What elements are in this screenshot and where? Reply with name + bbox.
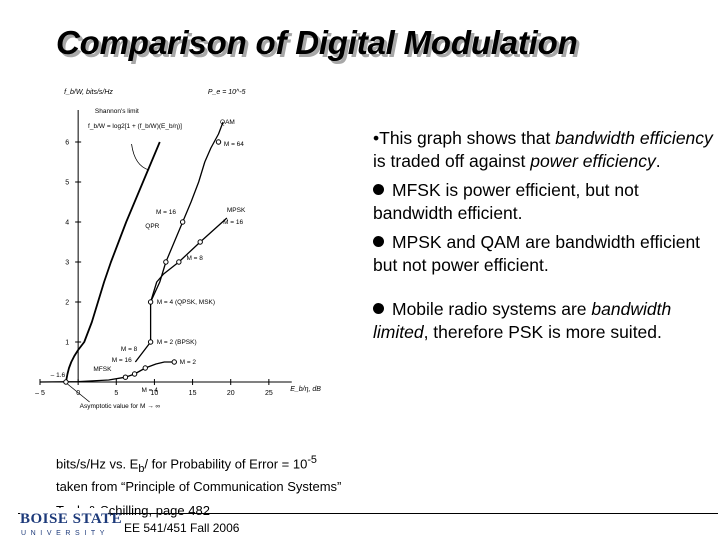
x-tick-label: 25 xyxy=(265,390,273,397)
qam-curve xyxy=(150,121,224,303)
footer-divider xyxy=(18,513,718,514)
chart-curves xyxy=(39,121,228,385)
bullet-1: •This graph shows that bandwidth efficie… xyxy=(373,128,713,171)
y-tick-label: 1 xyxy=(65,340,69,347)
mpsk-point xyxy=(147,299,154,305)
mfsk-point xyxy=(171,359,177,365)
mfsk-m16-label: M = 16 xyxy=(112,357,132,364)
y-tick-label: 2 xyxy=(65,300,69,307)
mpsk-point xyxy=(176,259,182,265)
mpsk-m4-label: M = 4 (QPSK, MSK) xyxy=(157,299,215,306)
qam-m16-label: M = 16 xyxy=(156,209,176,216)
x-tick-label: 20 xyxy=(227,390,235,397)
x-axis-label: E_b/η, dB xyxy=(290,386,321,393)
bullet-dot-icon xyxy=(373,236,384,247)
x-tick-label: – 5 xyxy=(35,390,45,397)
mfsk-label: MFSK xyxy=(93,366,112,373)
bullet-2: MFSK is power efficient, but not bandwid… xyxy=(373,180,639,223)
mpsk-point xyxy=(147,339,154,345)
x-tick-label: 15 xyxy=(189,390,197,397)
bullet-4: Mobile radio systems are bandwidth limit… xyxy=(373,299,672,342)
qpr-label: QPR xyxy=(145,223,159,230)
modulation-efficiency-chart: 1 2 3 4 5 6 – 5 0 5 10 15 20 25 f_b/W, bits/s/Hz E_b/… xyxy=(35,89,322,410)
chart-labels: f_b/W, bits/s/Hz E_b/η, dB P_e = 10^-5 Shan… xyxy=(51,89,322,410)
bullet-dot-icon xyxy=(373,184,384,195)
logo-subtitle: UNIVERSITY xyxy=(21,530,110,537)
mfsk-m2-label: M = 2 xyxy=(180,359,197,366)
y-tick-label: 5 xyxy=(65,180,69,187)
boise-state-logo: BOISE STATE UNIVERSITY xyxy=(20,508,122,544)
qam-label: QAM xyxy=(220,119,235,126)
x-tick-label: 5 xyxy=(114,390,118,397)
chart-caption: bits/s/Hz vs. Eb/ for Probability of Err… xyxy=(56,454,342,518)
logo-name: BOISE STATE xyxy=(20,511,123,527)
mfsk-point xyxy=(131,371,138,377)
qam-point xyxy=(215,139,222,145)
bullet-3: MPSK and QAM are bandwidth efficient but… xyxy=(373,232,701,275)
footer-course: EE 541/451 Fall 2006 xyxy=(124,521,240,535)
x-tick-label: 10 xyxy=(151,390,159,397)
slide-title: Comparison of Digital Modulation xyxy=(56,24,578,61)
mpsk-label: MPSK xyxy=(227,207,246,214)
x-tick-label: 0 xyxy=(76,390,80,397)
bullet-dot-icon xyxy=(373,303,384,314)
shannon-formula: f_b/W = log2[1 + (f_b/W)(E_b/η)] xyxy=(88,123,182,130)
chart-axes: 1 2 3 4 5 6 – 5 0 5 10 15 20 25 xyxy=(35,110,292,397)
y-tick-label: 3 xyxy=(65,260,69,267)
mpsk-m2-label: M = 2 (BPSK) xyxy=(157,339,197,346)
mpsk-m8-label: M = 8 xyxy=(186,255,203,262)
mpsk-curve xyxy=(134,217,228,363)
mpsk-m16-label: M = 16 xyxy=(223,219,243,226)
pe-label: P_e = 10^-5 xyxy=(208,89,246,96)
asymptote-arrow xyxy=(67,383,90,403)
asymptote-value-label: – 1.6 xyxy=(51,372,66,379)
asymptote-label: Asymptotic value for M → ∞ xyxy=(80,403,161,410)
qam-point xyxy=(179,219,186,225)
y-tick-label: 6 xyxy=(65,140,69,147)
mfsk-m8-label: M = 8 xyxy=(121,346,138,353)
mfsk-point xyxy=(142,365,148,371)
mfsk-m4-label: M = 4 xyxy=(141,387,158,394)
y-tick-label: 4 xyxy=(65,220,69,227)
shannon-arrow xyxy=(131,143,150,171)
qpr-point xyxy=(163,259,169,265)
y-axis-label: f_b/W, bits/s/Hz xyxy=(64,89,113,96)
bullet-list: •This graph shows that bandwidth efficie… xyxy=(373,127,718,350)
qam-m64-label: M = 64 xyxy=(224,141,244,148)
mfsk-point xyxy=(122,374,129,380)
shannon-limit-point xyxy=(63,379,69,385)
shannon-limit-curve xyxy=(65,141,161,383)
mpsk-point xyxy=(197,239,203,245)
shannon-label: Shannon's limit xyxy=(95,108,139,115)
